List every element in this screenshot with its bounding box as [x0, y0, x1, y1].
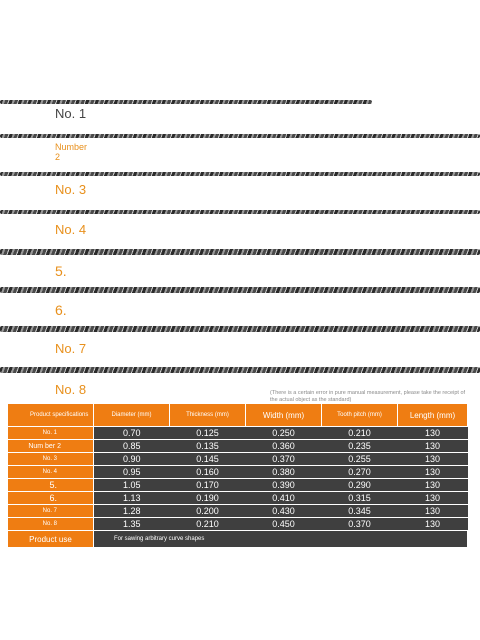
cell-thickness: 0.210 — [169, 517, 246, 531]
cell-tooth-pitch: 0.370 — [321, 517, 398, 531]
row-name: 5. — [7, 478, 94, 492]
cell-diameter: 0.70 — [93, 426, 170, 440]
row-name: No. 7 — [7, 504, 94, 518]
product-use-label: Product use — [7, 530, 94, 548]
header-tooth-pitch: Tooth pitch (mm) — [321, 403, 398, 427]
blade-label-2-text: Number 2 — [55, 142, 88, 162]
cell-length: 130 — [397, 517, 468, 531]
row-name: 6. — [7, 491, 94, 505]
blade-label-2: Number 2 — [55, 142, 115, 162]
cell-diameter: 1.13 — [93, 491, 170, 505]
cell-width: 0.380 — [245, 465, 322, 479]
cell-thickness: 0.160 — [169, 465, 246, 479]
row-name: Num ber 2 — [7, 439, 94, 453]
row-name: No. 1 — [7, 426, 94, 440]
saw-blade-8 — [0, 367, 480, 373]
header-thickness: Thickness (mm) — [169, 403, 246, 427]
cell-tooth-pitch: 0.270 — [321, 465, 398, 479]
table-row: No. 4 0.95 0.160 0.380 0.270 130 — [7, 465, 468, 479]
table-row: 6. 1.13 0.190 0.410 0.315 130 — [7, 491, 468, 505]
cell-width: 0.430 — [245, 504, 322, 518]
header-width: Width (mm) — [245, 403, 322, 427]
cell-diameter: 1.35 — [93, 517, 170, 531]
blade-label-1: No. 1 — [55, 106, 87, 121]
header-diameter: Diameter (mm) — [93, 403, 170, 427]
saw-blade-1 — [0, 100, 372, 104]
measurement-note: (There is a certain error in pure manual… — [270, 390, 466, 403]
cell-length: 130 — [397, 478, 468, 492]
table-row: 5. 1.05 0.170 0.390 0.290 130 — [7, 478, 468, 492]
cell-diameter: 0.85 — [93, 439, 170, 453]
table-row: No. 1 0.70 0.125 0.250 0.210 130 — [7, 426, 468, 440]
saw-blade-7 — [0, 326, 480, 332]
spec-header-row: Product specifications Diameter (mm) Thi… — [7, 403, 468, 427]
cell-diameter: 0.95 — [93, 465, 170, 479]
cell-tooth-pitch: 0.235 — [321, 439, 398, 453]
cell-tooth-pitch: 0.255 — [321, 452, 398, 466]
blade-label-3: No. 3 — [55, 182, 87, 197]
row-name: No. 8 — [7, 517, 94, 531]
saw-blade-4 — [0, 210, 480, 214]
saw-blade-2 — [0, 134, 480, 138]
cell-length: 130 — [397, 452, 468, 466]
cell-length: 130 — [397, 426, 468, 440]
product-use-row: Product use For sawing arbitrary curve s… — [7, 530, 468, 548]
cell-tooth-pitch: 0.210 — [321, 426, 398, 440]
cell-width: 0.370 — [245, 452, 322, 466]
table-row: No. 7 1.28 0.200 0.430 0.345 130 — [7, 504, 468, 518]
cell-length: 130 — [397, 504, 468, 518]
spec-table: Product specifications Diameter (mm) Thi… — [7, 403, 468, 548]
saw-blade-6 — [0, 287, 480, 293]
cell-width: 0.390 — [245, 478, 322, 492]
cell-width: 0.450 — [245, 517, 322, 531]
cell-thickness: 0.135 — [169, 439, 246, 453]
blade-label-4: No. 4 — [55, 222, 87, 237]
saw-blade-5 — [0, 249, 480, 255]
header-length: Length (mm) — [397, 403, 468, 427]
cell-tooth-pitch: 0.345 — [321, 504, 398, 518]
cell-width: 0.410 — [245, 491, 322, 505]
table-row: No. 3 0.90 0.145 0.370 0.255 130 — [7, 452, 468, 466]
cell-thickness: 0.190 — [169, 491, 246, 505]
cell-length: 130 — [397, 465, 468, 479]
blade-label-6: 6. — [55, 302, 67, 318]
cell-thickness: 0.125 — [169, 426, 246, 440]
saw-blade-3 — [0, 172, 480, 176]
blade-label-5: 5. — [55, 263, 67, 279]
cell-tooth-pitch: 0.315 — [321, 491, 398, 505]
table-row: No. 8 1.35 0.210 0.450 0.370 130 — [7, 517, 468, 531]
table-row: Num ber 2 0.85 0.135 0.360 0.235 130 — [7, 439, 468, 453]
row-name: No. 3 — [7, 452, 94, 466]
cell-diameter: 1.05 — [93, 478, 170, 492]
cell-tooth-pitch: 0.290 — [321, 478, 398, 492]
cell-diameter: 0.90 — [93, 452, 170, 466]
blade-label-7: No. 7 — [55, 341, 87, 356]
row-name: No. 4 — [7, 465, 94, 479]
cell-thickness: 0.145 — [169, 452, 246, 466]
product-use-value: For sawing arbitrary curve shapes — [93, 530, 468, 548]
cell-length: 130 — [397, 491, 468, 505]
cell-thickness: 0.200 — [169, 504, 246, 518]
blade-label-8: No. 8 — [55, 382, 87, 397]
cell-width: 0.360 — [245, 439, 322, 453]
cell-length: 130 — [397, 439, 468, 453]
header-spec: Product specifications — [7, 403, 94, 427]
cell-width: 0.250 — [245, 426, 322, 440]
cell-thickness: 0.170 — [169, 478, 246, 492]
cell-diameter: 1.28 — [93, 504, 170, 518]
